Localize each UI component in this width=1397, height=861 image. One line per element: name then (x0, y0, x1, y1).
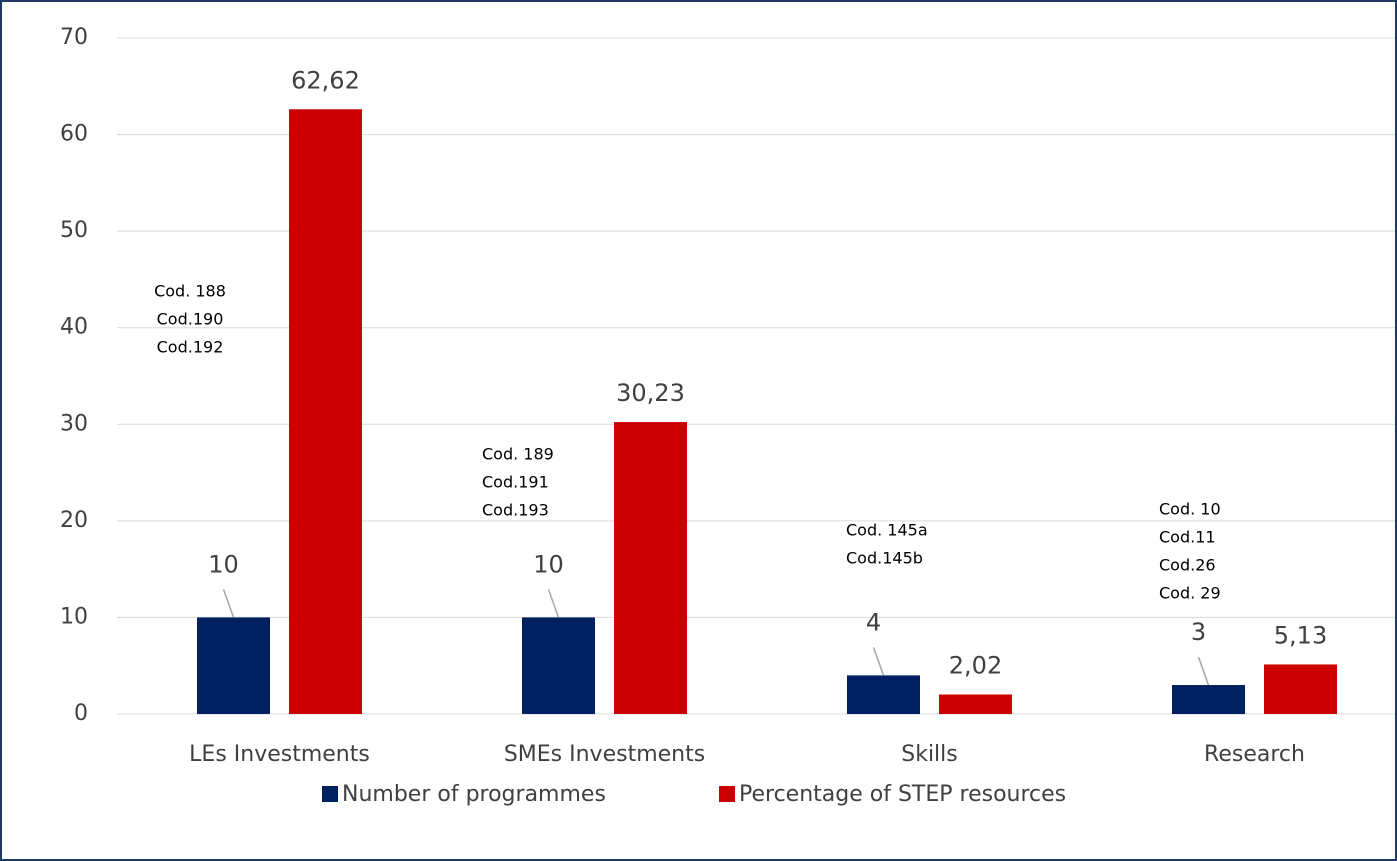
bar (939, 694, 1012, 714)
annotation: Cod.190 (157, 310, 224, 329)
data-label: 4 (866, 608, 881, 636)
leader-line (1197, 656, 1210, 686)
x-tick-label: Research (1204, 742, 1305, 767)
annotation: Cod.145b (846, 549, 923, 568)
annotation: Cod.192 (157, 338, 224, 357)
leader-line (872, 647, 885, 676)
data-label: 3 (1191, 618, 1206, 646)
annotation: Cod.193 (482, 501, 549, 520)
data-label: 10 (208, 550, 239, 578)
y-tick-label: 0 (74, 701, 88, 726)
bar (847, 675, 920, 714)
leader-line (547, 589, 560, 618)
y-tick-label: 10 (60, 604, 88, 629)
legend-label: Percentage of STEP resources (739, 782, 1066, 807)
y-tick-label: 20 (60, 508, 88, 533)
annotation: Cod.26 (1159, 556, 1216, 575)
x-tick-label: SMEs Investments (504, 742, 705, 767)
data-label: 62,62 (291, 66, 360, 94)
annotation: Cod. 10 (1159, 500, 1221, 519)
annotation: Cod. 145a (846, 521, 928, 540)
annotation: Cod. 189 (482, 445, 554, 464)
x-tick-label: LEs Investments (189, 742, 370, 767)
x-tick-label: Skills (901, 742, 958, 767)
data-label: 2,02 (949, 651, 1002, 679)
bar (1172, 685, 1245, 714)
bar (522, 617, 595, 714)
legend-label: Number of programmes (342, 782, 606, 807)
bar (197, 617, 270, 714)
legend-swatch (322, 786, 338, 802)
data-label: 30,23 (616, 379, 685, 407)
annotation: Cod.11 (1159, 528, 1216, 547)
y-tick-label: 70 (60, 25, 88, 50)
data-label: 10 (533, 550, 564, 578)
data-label: 5,13 (1274, 621, 1327, 649)
y-tick-label: 30 (60, 411, 88, 436)
y-tick-label: 60 (60, 122, 88, 147)
leader-line (222, 589, 235, 618)
bar (289, 109, 362, 714)
bar (614, 422, 687, 714)
y-tick-label: 40 (60, 315, 88, 340)
bar (1264, 664, 1337, 714)
legend-swatch (719, 786, 735, 802)
y-tick-label: 50 (60, 218, 88, 243)
annotation: Cod.191 (482, 473, 549, 492)
annotation: Cod. 188 (154, 282, 226, 301)
annotation: Cod. 29 (1159, 584, 1221, 603)
